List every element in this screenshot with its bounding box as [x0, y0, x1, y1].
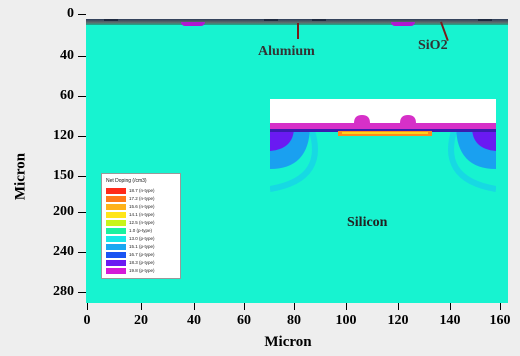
legend-label: 15.6 (n-type): [129, 204, 155, 209]
contour-band: [448, 123, 496, 192]
x-tick-mark: [346, 303, 347, 310]
legend-swatch: [106, 236, 126, 242]
y-tick-mark: [78, 212, 86, 213]
legend-label: 13.0 (p-type): [129, 236, 155, 241]
legend-swatch: [106, 212, 126, 218]
y-tick-label: 60: [60, 88, 74, 103]
x-tick-mark: [141, 303, 142, 310]
legend-swatch: [106, 204, 126, 210]
left-well-core: [270, 127, 294, 151]
metal-contact: [104, 19, 118, 21]
y-tick-label: 0: [67, 6, 74, 21]
y-tick-mark: [78, 292, 86, 293]
x-axis-title: Micron: [264, 334, 312, 350]
legend-label: 16.7 (p-type): [129, 252, 155, 257]
metal-contact: [312, 19, 326, 21]
y-tick-label: 40: [60, 48, 74, 63]
y-tick-label: 240: [53, 244, 74, 259]
x-tick-label: 100: [335, 313, 357, 328]
metal-contact: [264, 19, 278, 21]
y-tick-mark: [78, 96, 86, 97]
right-well-core: [472, 127, 496, 151]
silicon-label: Silicon: [347, 215, 388, 230]
y-tick-label: 120: [53, 128, 74, 143]
aluminium-leader-line: [297, 23, 299, 39]
x-tick-label: 60: [237, 313, 251, 328]
y-tick-mark: [78, 14, 86, 15]
surface-oxide-layer: [86, 19, 508, 25]
legend-label: 15.1 (p-type): [129, 244, 155, 249]
y-tick-label: 200: [53, 204, 74, 219]
right-gate: [400, 115, 416, 123]
y-tick-label: 150: [53, 168, 74, 183]
oxide-layer: [270, 123, 496, 131]
device-cross-section: Silicon Net Doping (/cm3) 18.7 (n-type) 1…: [86, 19, 508, 303]
legend-swatch: [106, 228, 126, 234]
legend-label: 1.0 (p-type): [129, 228, 153, 233]
x-tick-label: 20: [134, 313, 148, 328]
y-tick-mark: [78, 252, 86, 253]
legend-title: Net Doping (/cm3): [106, 178, 147, 184]
oxide-dark-edge: [270, 129, 496, 132]
metal-contact: [478, 19, 492, 21]
doped-region: [181, 22, 205, 26]
legend-label: 18.7 (n-type): [129, 188, 155, 193]
aluminium-label: Alumium: [258, 44, 315, 59]
legend-swatch: [106, 252, 126, 258]
x-tick-mark: [450, 303, 451, 310]
y-tick-mark: [78, 136, 86, 137]
contour-band: [270, 123, 318, 192]
legend-label: 18.3 (p-type): [129, 260, 155, 265]
legend-swatch: [106, 268, 126, 274]
x-tick-label: 80: [287, 313, 301, 328]
x-tick-mark: [294, 303, 295, 310]
x-tick-mark: [500, 303, 501, 310]
legend-swatch: [106, 188, 126, 194]
y-tick-label: 280: [53, 284, 74, 299]
left-gate: [354, 115, 370, 123]
legend-swatch: [106, 220, 126, 226]
legend: Net Doping (/cm3) 18.7 (n-type) 17.2 (n-t…: [101, 173, 181, 279]
channel-highlight: [342, 132, 428, 134]
legend-swatch: [106, 244, 126, 250]
x-tick-label: 0: [83, 313, 91, 328]
x-tick-mark: [194, 303, 195, 310]
x-tick-mark: [87, 303, 88, 310]
legend-label: 17.2 (n-type): [129, 196, 155, 201]
legend-swatch: [106, 260, 126, 266]
inset-device-graphic: [270, 115, 496, 192]
x-tick-label: 40: [187, 313, 201, 328]
x-tick-label: 120: [387, 313, 409, 328]
sio2-label: SiO2: [418, 38, 448, 53]
y-tick-mark: [78, 176, 86, 177]
zoom-inset: Silicon: [270, 99, 496, 275]
legend-label: 12.5 (n-type): [129, 220, 155, 225]
legend-label: 19.8 (p-type): [129, 268, 155, 273]
x-tick-mark: [244, 303, 245, 310]
legend-label: 14.1 (n-type): [129, 212, 155, 217]
inset-air-region: [270, 99, 496, 123]
x-tick-label: 160: [489, 313, 511, 328]
doped-region: [391, 22, 415, 26]
x-tick-label: 140: [439, 313, 461, 328]
y-tick-mark: [78, 56, 86, 57]
x-tick-mark: [398, 303, 399, 310]
legend-swatch: [106, 196, 126, 202]
